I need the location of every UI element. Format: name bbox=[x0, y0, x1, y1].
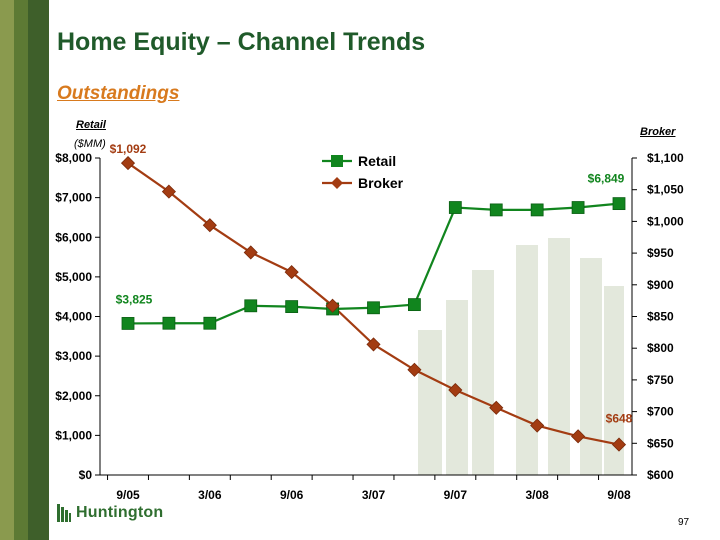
retail-data-point bbox=[162, 316, 176, 330]
x-tick-label: 9/07 bbox=[444, 488, 468, 502]
retail-data-point bbox=[408, 298, 421, 312]
broker-data-point bbox=[611, 437, 627, 452]
x-tick-label: 3/06 bbox=[198, 488, 222, 502]
right-axis-heading: Broker bbox=[640, 126, 676, 138]
logo-wordmark: Huntington bbox=[76, 504, 164, 521]
watermark-shape-6 bbox=[604, 286, 624, 475]
broker-data-point bbox=[448, 382, 463, 398]
right-y-tick-label: $650 bbox=[647, 436, 674, 450]
x-tick-label: 9/06 bbox=[280, 488, 304, 502]
left-y-tick-label: $0 bbox=[79, 468, 93, 482]
slide-subtitle: Outstandings bbox=[57, 83, 180, 104]
broker-data-point bbox=[489, 400, 504, 415]
right-y-tick-label: $1,000 bbox=[647, 214, 684, 228]
header-divider bbox=[49, 13, 720, 15]
retail-data-point bbox=[285, 300, 299, 313]
stripe-mid bbox=[14, 0, 28, 540]
retail-data-point bbox=[121, 317, 135, 330]
left-y-tick-label: $1,000 bbox=[55, 428, 92, 442]
right-y-tick-label: $1,050 bbox=[647, 183, 684, 197]
broker-data-point bbox=[530, 418, 545, 433]
broker-data-point bbox=[407, 362, 422, 377]
retail-data-point bbox=[448, 201, 462, 214]
watermark-shape-4 bbox=[548, 238, 570, 475]
broker-data-point bbox=[202, 218, 217, 233]
left-decorative-stripes bbox=[0, 0, 49, 540]
left-axis-heading: Retail bbox=[76, 119, 106, 131]
watermark-shape-2 bbox=[472, 270, 494, 475]
right-y-tick-label: $900 bbox=[647, 278, 674, 292]
broker-data-point bbox=[161, 184, 176, 199]
left-y-tick-label: $7,000 bbox=[55, 191, 92, 205]
right-y-tick-label: $600 bbox=[647, 468, 674, 482]
watermark-shape-5 bbox=[580, 258, 602, 475]
x-tick-label: 9/08 bbox=[607, 488, 631, 502]
broker-data-point bbox=[571, 429, 586, 444]
right-y-tick-label: $800 bbox=[647, 341, 674, 355]
watermark-shape-3 bbox=[516, 245, 538, 475]
data-label: $648 bbox=[606, 412, 633, 426]
slide-title: Home Equity – Channel Trends bbox=[57, 28, 426, 56]
left-y-tick-label: $4,000 bbox=[55, 310, 92, 324]
retail-data-point bbox=[530, 203, 544, 217]
legend-retail-marker bbox=[331, 155, 343, 167]
left-y-tick-label: $2,000 bbox=[55, 389, 92, 403]
x-tick-label: 3/08 bbox=[525, 488, 549, 502]
retail-data-point bbox=[489, 203, 503, 217]
right-y-tick-label: $950 bbox=[647, 246, 674, 260]
data-label: $3,825 bbox=[116, 292, 153, 306]
retail-data-point bbox=[203, 316, 217, 330]
left-axis-unit: ($MM) bbox=[74, 138, 106, 150]
left-y-tick-label: $3,000 bbox=[55, 349, 92, 363]
retail-data-point bbox=[367, 301, 380, 315]
broker-data-point bbox=[120, 156, 136, 171]
x-tick-label: 3/07 bbox=[362, 488, 386, 502]
retail-data-point bbox=[244, 299, 258, 313]
right-y-tick-label: $850 bbox=[647, 310, 674, 324]
retail-data-point bbox=[571, 201, 585, 214]
stripe-dark bbox=[28, 0, 49, 540]
legend-broker-marker bbox=[331, 177, 343, 189]
x-tick-label: 9/05 bbox=[116, 488, 140, 502]
left-y-tick-label: $5,000 bbox=[55, 270, 92, 284]
data-label: $6,849 bbox=[588, 172, 625, 186]
stripe-light bbox=[0, 0, 14, 540]
page-number: 97 bbox=[678, 517, 690, 528]
right-y-tick-label: $750 bbox=[647, 373, 674, 387]
right-y-tick-label: $1,100 bbox=[647, 151, 684, 165]
broker-data-point bbox=[325, 298, 340, 313]
watermark-shape-0 bbox=[418, 330, 442, 475]
retail-data-point bbox=[612, 197, 626, 211]
right-y-tick-label: $700 bbox=[647, 405, 674, 419]
legend-retail-label: Retail bbox=[358, 153, 396, 169]
left-y-tick-label: $6,000 bbox=[55, 230, 92, 244]
broker-data-point bbox=[366, 337, 381, 352]
company-logo: Huntington bbox=[57, 504, 163, 522]
data-label: $1,092 bbox=[110, 142, 147, 156]
huntington-logo-icon bbox=[57, 504, 71, 522]
left-y-tick-label: $8,000 bbox=[55, 151, 92, 165]
legend-broker-label: Broker bbox=[358, 175, 404, 191]
broker-data-point bbox=[284, 265, 299, 280]
broker-data-point bbox=[243, 245, 258, 260]
